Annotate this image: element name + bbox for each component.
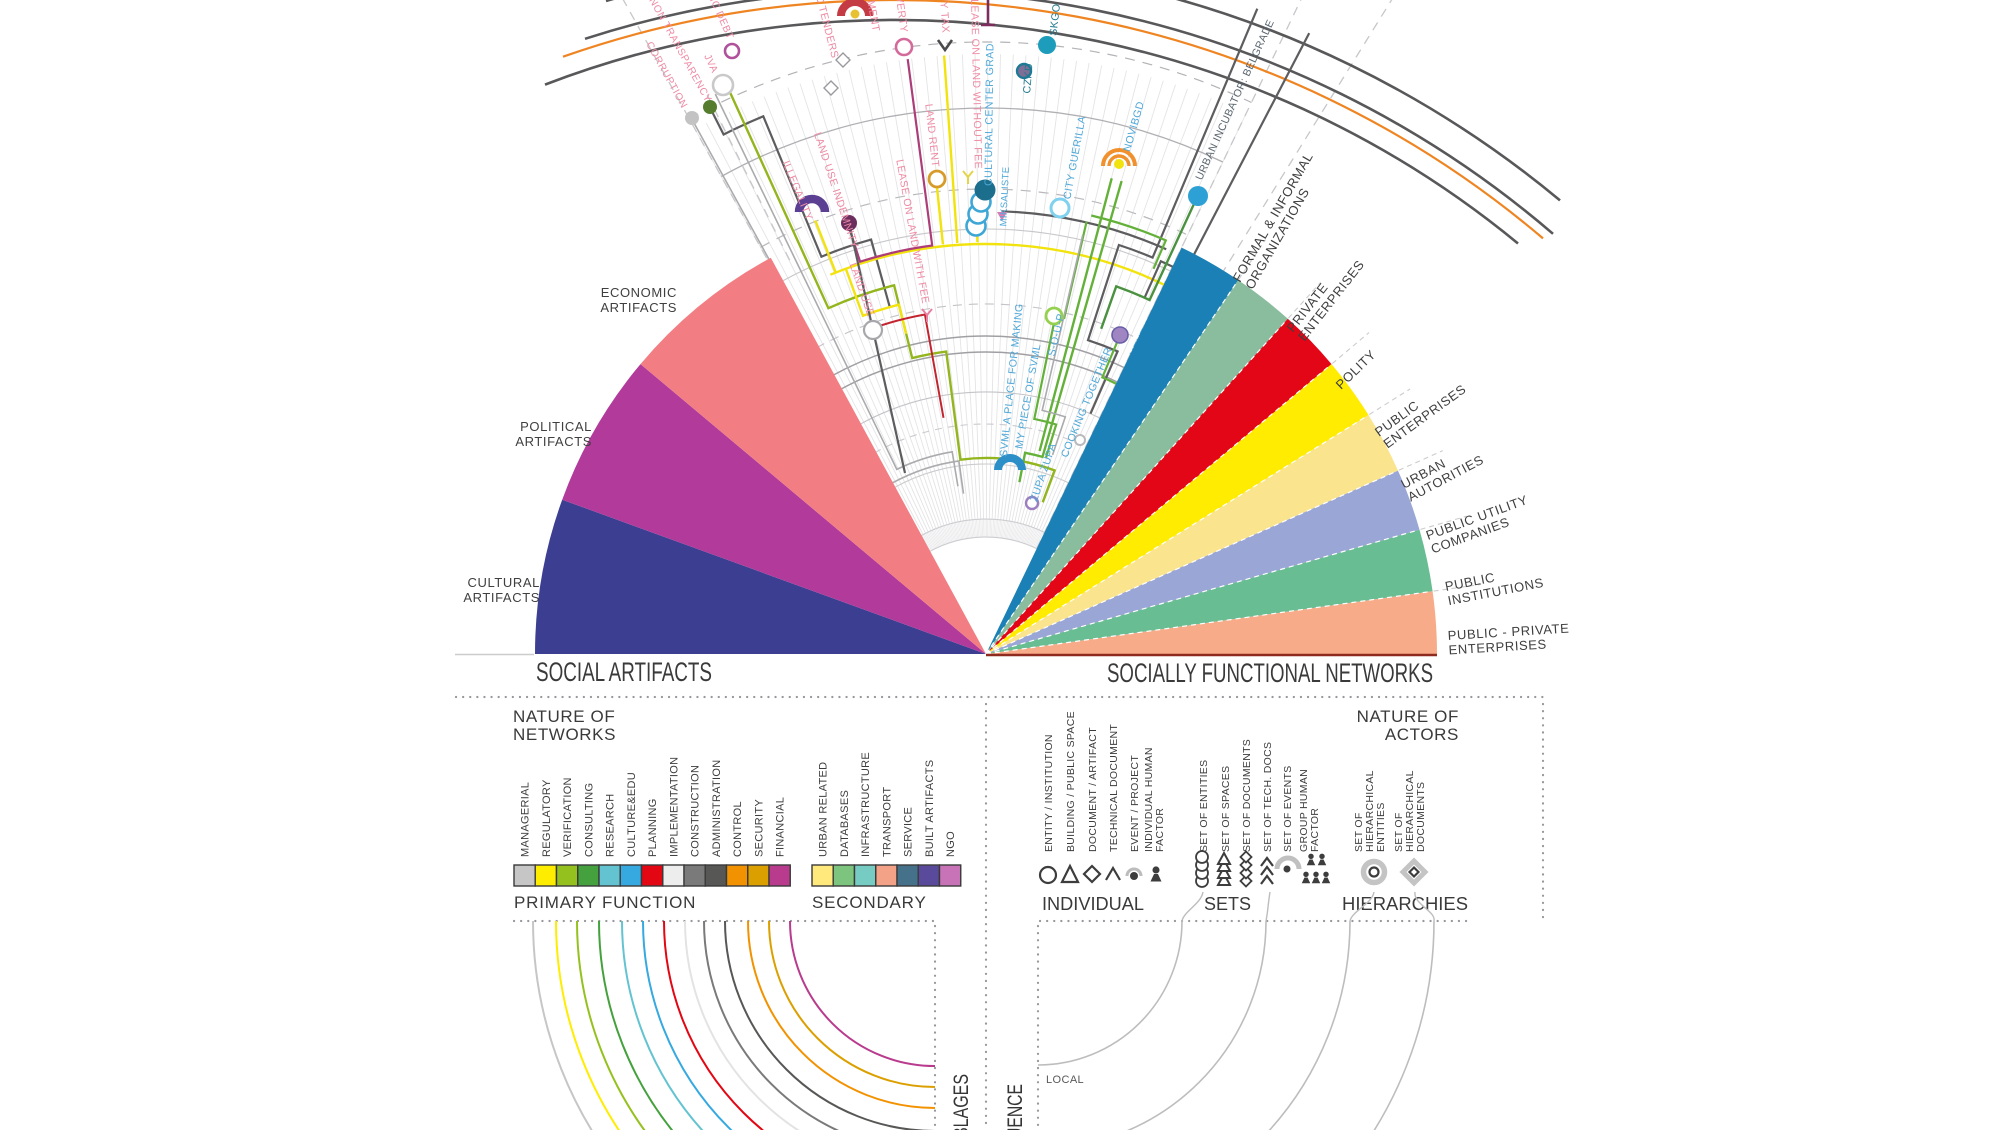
svg-text:HIERARCHIES: HIERARCHIES <box>1342 894 1468 914</box>
svg-text:INDIVIDUAL HUMAN: INDIVIDUAL HUMAN <box>1143 747 1155 852</box>
svg-text:CZKD: CZKD <box>1021 63 1035 94</box>
svg-text:CULTURAL CENTER GRAD: CULTURAL CENTER GRAD <box>983 43 997 186</box>
svg-text:CONTROL: CONTROL <box>732 801 744 857</box>
svg-text:URBAN RELATED: URBAN RELATED <box>818 762 830 857</box>
svg-text:DOCUMENT / ARTIFACT: DOCUMENT / ARTIFACT <box>1087 727 1099 852</box>
svg-text:SERVICE: SERVICE <box>903 807 915 857</box>
svg-text:DOCUMENTS: DOCUMENTS <box>1415 782 1427 852</box>
svg-text:ECONOMIC: ECONOMIC <box>601 285 677 300</box>
svg-text:DATABASES: DATABASES <box>839 790 851 857</box>
svg-text:LOCAL: LOCAL <box>1046 1074 1084 1086</box>
svg-text:ENTITY / INSTITUTION: ENTITY / INSTITUTION <box>1043 734 1055 852</box>
svg-text:SKGO: SKGO <box>1047 3 1063 36</box>
svg-text:PRIMARY FUNCTION: PRIMARY FUNCTION <box>514 893 696 912</box>
svg-text:ENTITIES: ENTITIES <box>1375 802 1387 852</box>
svg-text:TECHNICAL DOCUMENT: TECHNICAL DOCUMENT <box>1108 724 1120 852</box>
svg-text:ARTIFACTS: ARTIFACTS <box>463 590 540 605</box>
svg-text:BUILDING / PUBLIC SPACE: BUILDING / PUBLIC SPACE <box>1065 711 1077 852</box>
svg-text:MANAGERIAL: MANAGERIAL <box>520 782 532 857</box>
svg-text:REGULATORY: REGULATORY <box>541 779 553 857</box>
svg-text:INFRASTRUCTURE: INFRASTRUCTURE <box>860 752 872 857</box>
svg-text:FACTOR: FACTOR <box>1154 808 1166 852</box>
svg-text:CONSULTING: CONSULTING <box>583 783 595 857</box>
svg-text:LEASE ON LAND WITHOUT FEE: LEASE ON LAND WITHOUT FEE <box>968 0 984 169</box>
svg-text:BLAGES: BLAGES <box>950 1074 973 1130</box>
svg-text:SET OF TECH. DOCS: SET OF TECH. DOCS <box>1262 742 1274 852</box>
svg-text:CULTURE&EDU: CULTURE&EDU <box>626 772 638 857</box>
svg-text:TRANSPORT: TRANSPORT <box>881 787 893 857</box>
svg-text:SECURITY: SECURITY <box>753 799 765 857</box>
svg-text:SET OF SPACES: SET OF SPACES <box>1220 766 1232 852</box>
svg-text:ARTIFACTS: ARTIFACTS <box>515 434 592 449</box>
svg-text:POLITICAL: POLITICAL <box>520 419 592 434</box>
svg-text:ACTORS: ACTORS <box>1385 725 1459 744</box>
svg-text:SETS: SETS <box>1204 894 1251 914</box>
svg-text:NGO: NGO <box>945 831 957 857</box>
svg-text:SET OF DOCUMENTS: SET OF DOCUMENTS <box>1241 739 1253 852</box>
svg-text:FINANCIAL: FINANCIAL <box>775 797 787 857</box>
svg-text:RESEARCH: RESEARCH <box>605 793 617 857</box>
svg-text:SOCIALLY FUNCTIONAL NETWORKS: SOCIALLY FUNCTIONAL NETWORKS <box>1107 658 1433 688</box>
svg-text:ADMINISTRATION: ADMINISTRATION <box>711 760 723 858</box>
svg-text:CULTURAL: CULTURAL <box>468 575 540 590</box>
svg-text:FACTOR: FACTOR <box>1309 808 1321 852</box>
svg-text:UENCE: UENCE <box>1004 1084 1027 1130</box>
svg-text:GROUP HUMAN: GROUP HUMAN <box>1298 769 1310 852</box>
svg-text:MIKSALISTE: MIKSALISTE <box>998 166 1012 226</box>
svg-text:ENTERPRISES: ENTERPRISES <box>1448 636 1547 657</box>
svg-text:EVENT / PROJECT: EVENT / PROJECT <box>1129 755 1141 852</box>
svg-text:HIERARCHICAL: HIERARCHICAL <box>1364 770 1376 852</box>
svg-text:NATURE OF: NATURE OF <box>513 707 615 726</box>
svg-text:CITY TAX: CITY TAX <box>936 0 951 33</box>
svg-text:PLANNING: PLANNING <box>647 798 659 857</box>
svg-text:SET OF EVENTS: SET OF EVENTS <box>1282 765 1294 852</box>
svg-text:INDIVIDUAL: INDIVIDUAL <box>1042 894 1144 914</box>
svg-text:IMPLEMENTATION: IMPLEMENTATION <box>668 757 680 857</box>
svg-text:NETWORKS: NETWORKS <box>513 725 616 744</box>
svg-text:PUBLIC - PRIVATE: PUBLIC - PRIVATE <box>1447 621 1570 643</box>
svg-text:VERIFICATION: VERIFICATION <box>562 777 574 857</box>
svg-text:SOCIAL ARTIFACTS: SOCIAL ARTIFACTS <box>536 657 712 687</box>
svg-text:SECONDARY: SECONDARY <box>812 893 927 912</box>
svg-text:HIERARCHICAL: HIERARCHICAL <box>1404 770 1416 852</box>
svg-text:SET OF ENTITIES: SET OF ENTITIES <box>1198 760 1210 852</box>
svg-text:SET OF: SET OF <box>1353 812 1365 852</box>
svg-text:ARTIFACTS: ARTIFACTS <box>600 300 677 315</box>
svg-text:SET OF: SET OF <box>1393 812 1405 852</box>
svg-text:BUILT ARTIFACTS: BUILT ARTIFACTS <box>924 760 936 857</box>
svg-text:CONSTRUCTION: CONSTRUCTION <box>690 765 702 857</box>
svg-text:NATURE OF: NATURE OF <box>1357 707 1459 726</box>
